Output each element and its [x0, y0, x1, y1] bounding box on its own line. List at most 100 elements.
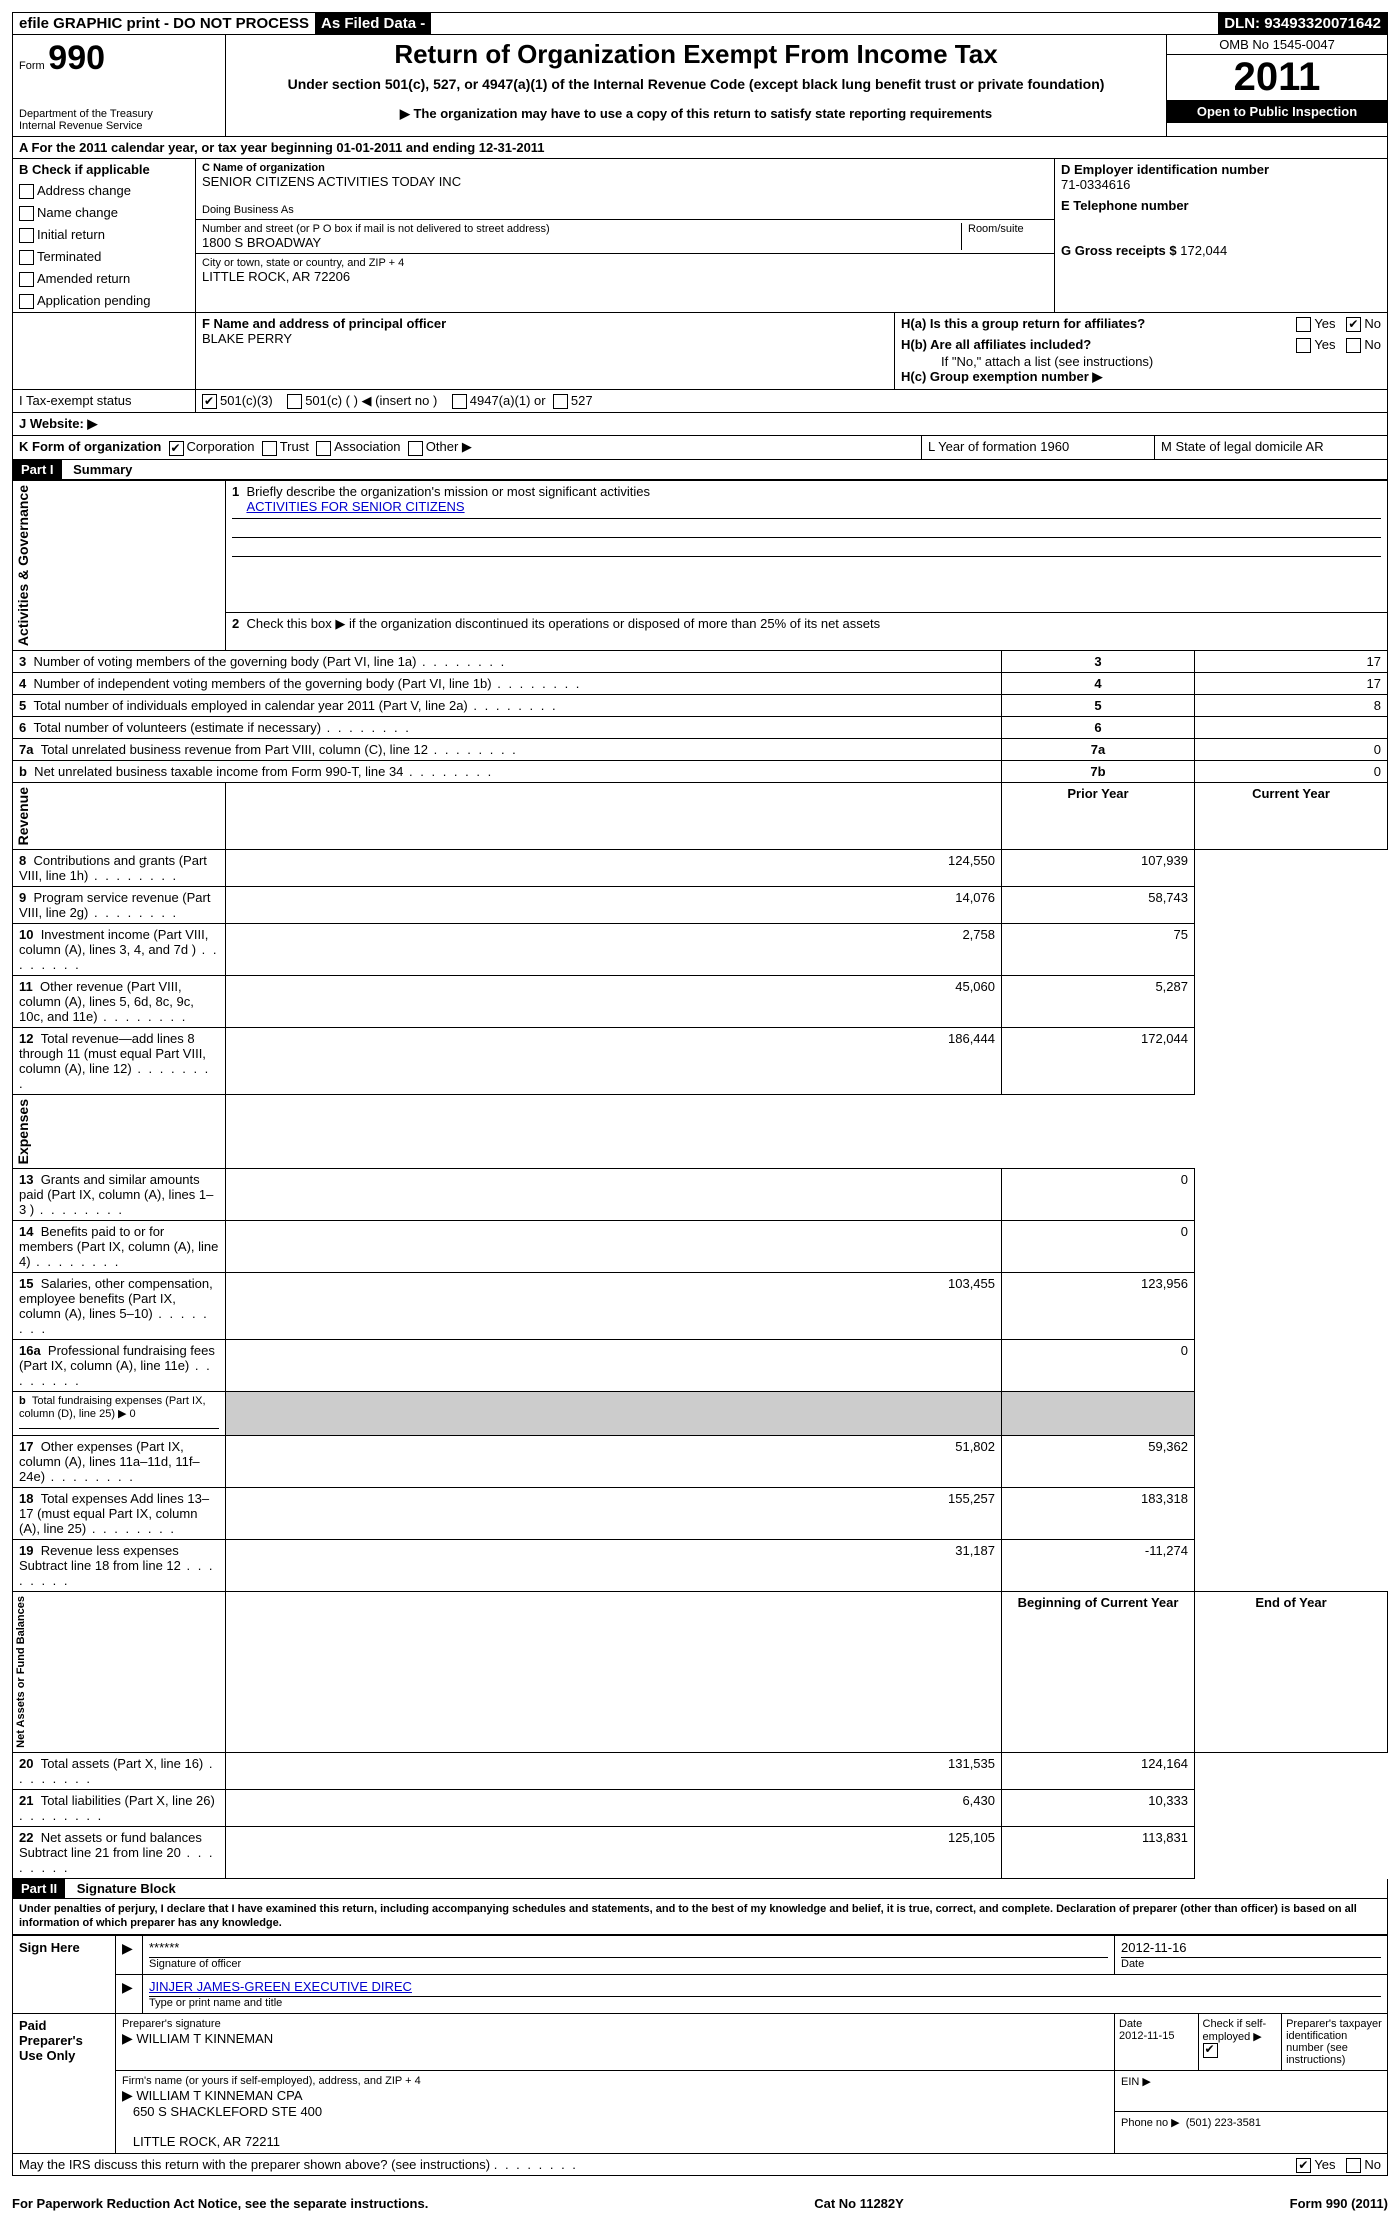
table-row: 16a Professional fundraising fees (Part …: [13, 1340, 1388, 1392]
section-k: K Form of organization Corporation Trust…: [13, 436, 922, 458]
sig-stars: ******: [149, 1940, 179, 1955]
hb-label: H(b) Are all affiliates included?: [901, 337, 1091, 352]
discuss-no-checkbox[interactable]: [1346, 2158, 1361, 2173]
street-value: 1800 S BROADWAY: [202, 235, 961, 250]
open-public-label: Open to Public Inspection: [1167, 100, 1387, 123]
table-row: 15 Salaries, other compensation, employe…: [13, 1273, 1388, 1340]
table-row: 18 Total expenses Add lines 13–17 (must …: [13, 1488, 1388, 1540]
c-label: C Name of organization: [202, 162, 1048, 174]
firm-addr1: 650 S SHACKLEFORD STE 400: [133, 2104, 322, 2119]
firm-ein-label: EIN ▶: [1115, 2070, 1388, 2112]
hc-label: H(c) Group exemption number ▶: [901, 369, 1381, 385]
f-label: F Name and address of principal officer: [202, 316, 888, 331]
self-emp-checkbox[interactable]: [1203, 2043, 1218, 2058]
i-501c3-checkbox[interactable]: [202, 394, 217, 409]
sign-here-label: Sign Here: [13, 1935, 116, 2013]
col-prior: Prior Year: [1002, 782, 1195, 849]
asfiled-label: As Filed Data -: [315, 13, 431, 34]
form-label: Form: [19, 60, 45, 72]
k-trust-checkbox[interactable]: [262, 441, 277, 456]
g-value: 172,044: [1180, 243, 1227, 258]
yes-label2: Yes: [1314, 337, 1335, 352]
tax-year: 2011: [1167, 55, 1387, 100]
hb-yes-checkbox[interactable]: [1296, 338, 1311, 353]
table-row: 4 Number of independent voting members o…: [13, 672, 1388, 694]
discuss-yes-checkbox[interactable]: [1296, 2158, 1311, 2173]
ha-no-checkbox[interactable]: [1346, 317, 1361, 332]
officer-name-link[interactable]: JINJER JAMES-GREEN EXECUTIVE DIREC: [149, 1979, 412, 1994]
table-row: 10 Investment income (Part VIII, column …: [13, 923, 1388, 975]
vert-exp: Expenses: [13, 1095, 33, 1168]
table-row: b Total fundraising expenses (Part IX, c…: [13, 1392, 1388, 1436]
section-a-line: A For the 2011 calendar year, or tax yea…: [12, 137, 1388, 159]
org-name: SENIOR CITIZENS ACTIVITIES TODAY INC: [202, 174, 1048, 189]
footer-right: Form 990 (2011): [1290, 2196, 1388, 2211]
omb-number: OMB No 1545-0047: [1167, 35, 1387, 55]
ein-value: 71-0334616: [1061, 177, 1381, 192]
table-row: 11 Other revenue (Part VIII, column (A),…: [13, 975, 1388, 1027]
b-item-label: Terminated: [37, 249, 101, 264]
ha-label: H(a) Is this a group return for affiliat…: [901, 316, 1145, 331]
table-row: 19 Revenue less expenses Subtract line 1…: [13, 1540, 1388, 1592]
b-checkbox[interactable]: [19, 250, 34, 265]
no-label: No: [1364, 316, 1381, 331]
d-label: D Employer identification number: [1061, 162, 1381, 177]
street-label: Number and street (or P O box if mail is…: [202, 223, 961, 235]
section-h: H(a) Is this a group return for affiliat…: [895, 313, 1387, 389]
topbar-spacer: [431, 22, 1218, 26]
section-j: J Website: ▶: [12, 413, 1388, 436]
table-row: 13 Grants and similar amounts paid (Part…: [13, 1169, 1388, 1221]
k-other-checkbox[interactable]: [408, 441, 423, 456]
b-item-label: Amended return: [37, 271, 130, 286]
b-checkbox[interactable]: [19, 294, 34, 309]
section-f: F Name and address of principal officer …: [196, 313, 895, 389]
part1-header: Part I: [13, 460, 62, 479]
b-item-label: Application pending: [37, 293, 150, 308]
i-527-checkbox[interactable]: [553, 394, 568, 409]
no-label2: No: [1364, 337, 1381, 352]
hb-no-checkbox[interactable]: [1346, 338, 1361, 353]
i-501c-label: 501(c) ( ) ◀ (insert no ): [305, 393, 437, 408]
irs-discuss-label: May the IRS discuss this return with the…: [19, 2157, 490, 2172]
section-b: B Check if applicable Address changeName…: [13, 159, 196, 312]
arrow-icon2: ▶: [122, 1979, 133, 1995]
i-4947-checkbox[interactable]: [452, 394, 467, 409]
dba-label: Doing Business As: [202, 204, 1048, 216]
b-checkbox[interactable]: [19, 206, 34, 221]
section-c: C Name of organization SENIOR CITIZENS A…: [196, 159, 1055, 312]
ha-yes-checkbox[interactable]: [1296, 317, 1311, 332]
k-assoc-checkbox[interactable]: [316, 441, 331, 456]
firm-name: WILLIAM T KINNEMAN CPA: [136, 2088, 302, 2103]
phone-label: Phone no ▶: [1121, 2117, 1180, 2129]
table-row: 9 Program service revenue (Part VIII, li…: [13, 886, 1388, 923]
mission-link[interactable]: ACTIVITIES FOR SENIOR CITIZENS: [246, 499, 464, 514]
col-eoy: End of Year: [1195, 1592, 1388, 1753]
b-checkbox[interactable]: [19, 272, 34, 287]
b-label: B Check if applicable: [19, 162, 189, 177]
col-boy: Beginning of Current Year: [1002, 1592, 1195, 1753]
k-corp-label: Corporation: [187, 439, 255, 454]
vert-na: Net Assets or Fund Balances: [13, 1592, 29, 1752]
e-label: E Telephone number: [1061, 198, 1381, 213]
section-klm: K Form of organization Corporation Trust…: [12, 436, 1388, 459]
part2-bar: Part II Signature Block: [12, 1879, 1388, 1899]
no-label3: No: [1364, 2157, 1381, 2172]
sig-date: 2012-11-16: [1121, 1940, 1187, 1955]
b-checkbox[interactable]: [19, 228, 34, 243]
k-assoc-label: Association: [334, 439, 400, 454]
part1-title: Summary: [65, 460, 140, 479]
return-title: Return of Organization Exempt From Incom…: [232, 39, 1160, 70]
table-row: 14 Benefits paid to or for members (Part…: [13, 1221, 1388, 1273]
dept-line1: Department of the Treasury: [19, 108, 219, 120]
date-label2: Date: [1119, 2018, 1142, 2030]
i-501c-checkbox[interactable]: [287, 394, 302, 409]
table-row: 3 Number of voting members of the govern…: [13, 650, 1388, 672]
footer-left: For Paperwork Reduction Act Notice, see …: [12, 2196, 428, 2211]
b-checkbox[interactable]: [19, 184, 34, 199]
sig-officer-label: Signature of officer: [149, 1957, 1108, 1970]
dln-value: 93493320071642: [1264, 15, 1381, 32]
k-corp-checkbox[interactable]: [169, 441, 184, 456]
phone-value: (501) 223-3581: [1186, 2117, 1261, 2129]
table-row: 12 Total revenue—add lines 8 through 11 …: [13, 1027, 1388, 1094]
table-row: 6 Total number of volunteers (estimate i…: [13, 716, 1388, 738]
